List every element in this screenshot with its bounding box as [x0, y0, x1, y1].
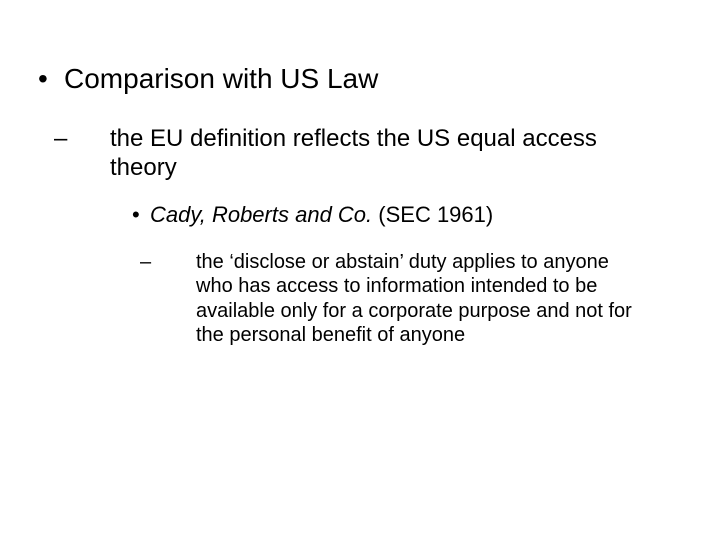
level2-item: –the EU definition reflects the US equal… [82, 124, 662, 183]
bullet-dash-icon: – [168, 250, 196, 274]
bullet-dash-icon: – [82, 124, 110, 153]
bullet-disc-icon: • [38, 62, 64, 96]
level2-text: the EU definition reflects the US equal … [110, 125, 597, 181]
level4-item: –the ‘disclose or abstain’ duty applies … [168, 250, 638, 348]
level1-text: Comparison with US Law [64, 63, 378, 94]
level3-item: •Cady, Roberts and Co. (SEC 1961) [132, 202, 493, 228]
level3-plain-text: (SEC 1961) [372, 202, 493, 227]
level1-item: •Comparison with US Law [38, 62, 378, 96]
level4-text: the ‘disclose or abstain’ duty applies t… [196, 251, 632, 346]
bullet-disc-icon: • [132, 202, 150, 228]
level3-italic-text: Cady, Roberts and Co. [150, 202, 372, 227]
slide: •Comparison with US Law –the EU definiti… [0, 0, 720, 540]
